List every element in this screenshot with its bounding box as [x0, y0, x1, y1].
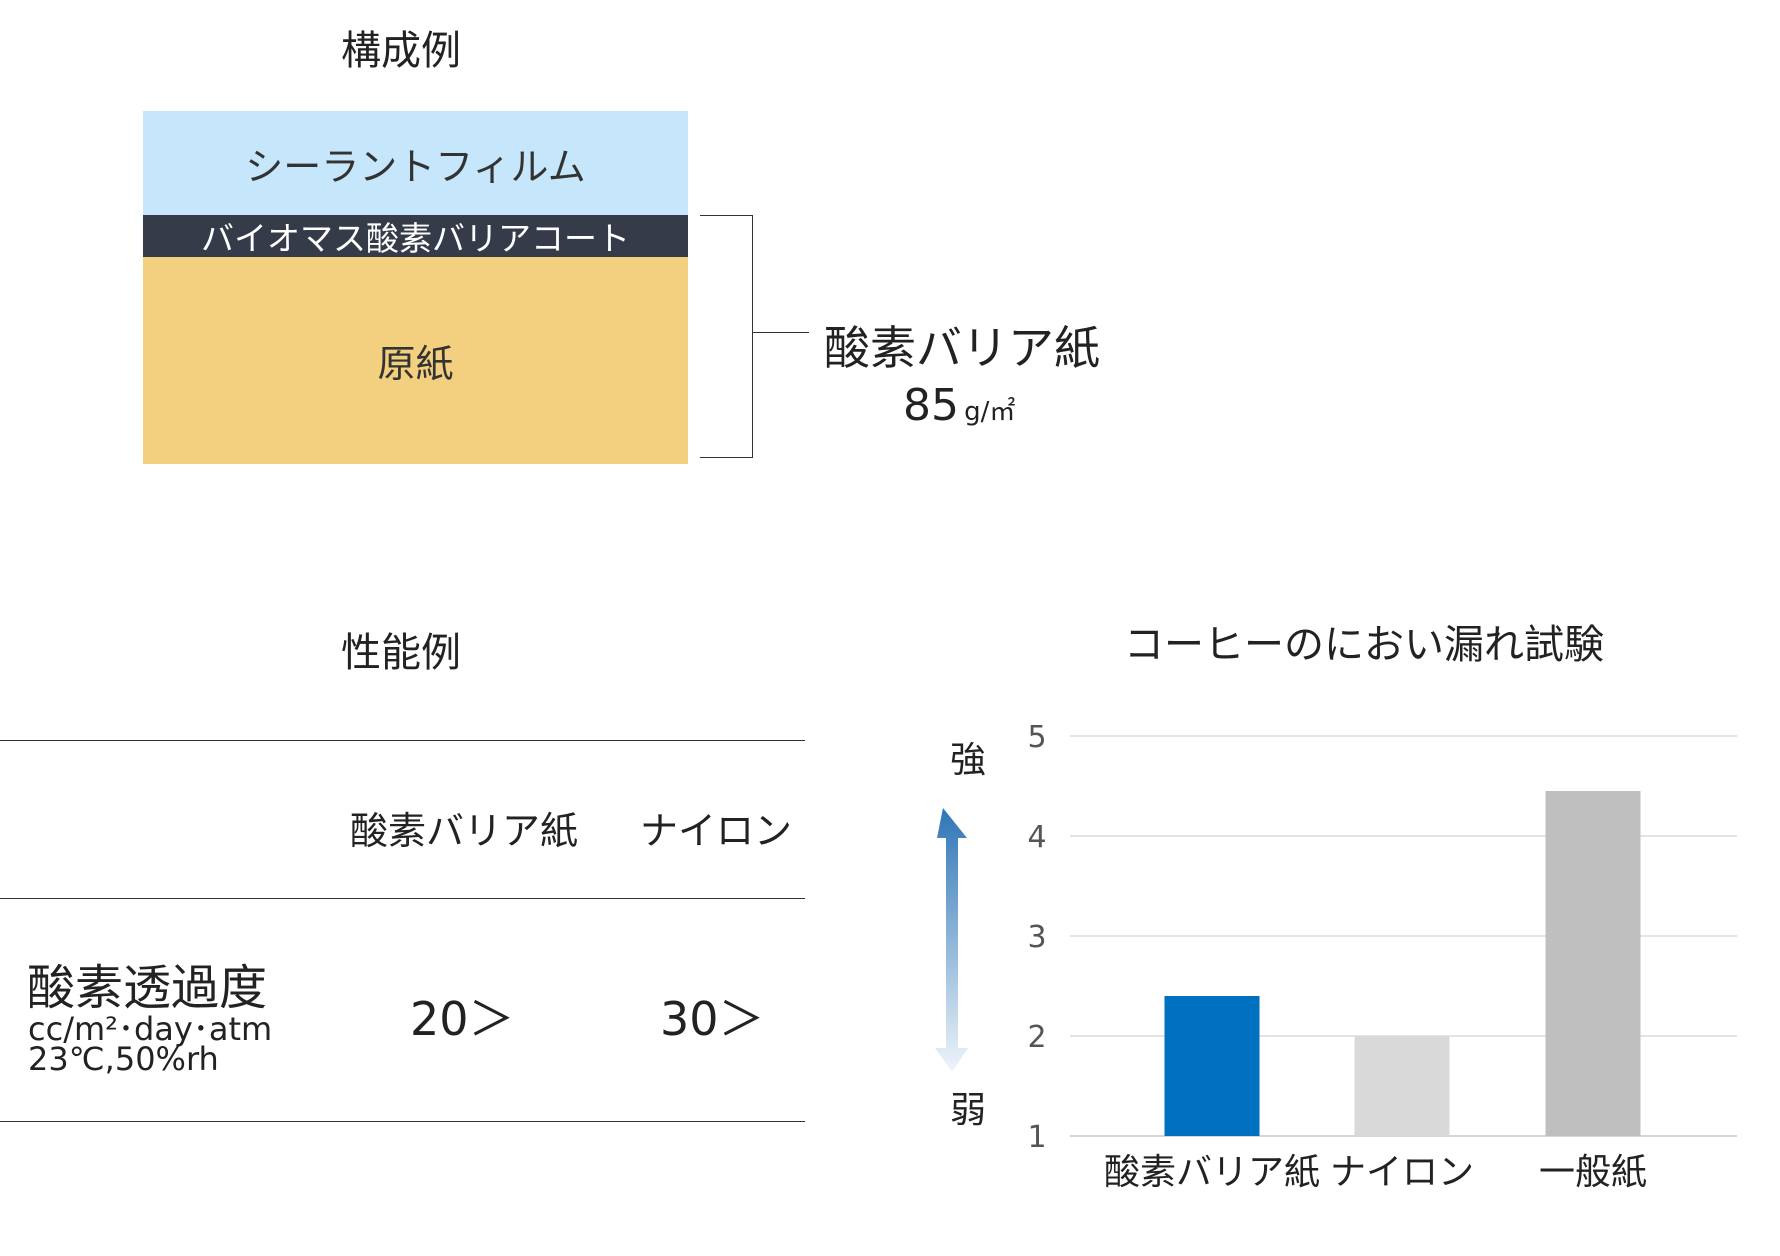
column-header-nylon: ナイロン [640, 809, 793, 853]
y-tick-label: 1 [1027, 1120, 1046, 1155]
layer-base-paper-label: 原紙 [377, 342, 454, 386]
layer-base-paper: 原紙 [143, 257, 688, 464]
y-tick-label: 2 [1027, 1020, 1046, 1055]
table-header-rule [0, 898, 805, 899]
x-tick-label: 一般紙 [1539, 1152, 1647, 1193]
composition-title: 構成例 [341, 28, 461, 74]
value-barrier-paper: 20＞ [410, 992, 515, 1046]
column-header-barrier-paper: 酸素バリア紙 [350, 809, 579, 853]
performance-title: 性能例 [341, 630, 461, 676]
row-unit: cc/m²･day･atm [28, 1010, 273, 1048]
scale-low-label: 弱 [950, 1090, 986, 1131]
bar [1354, 1036, 1450, 1136]
weight-value: 85 [903, 380, 959, 431]
row-label: 酸素透過度 [27, 960, 268, 1016]
table-bottom-rule [0, 1121, 805, 1122]
bracket-connector [753, 332, 809, 333]
row-condition: 23℃,50%rh [28, 1040, 219, 1078]
strength-arrow [935, 808, 968, 1072]
strength-arrow-shape [935, 808, 968, 1072]
product-weight: 85 g/㎡ [903, 380, 1015, 431]
layer-sealant-film-label: シーラントフィルム [245, 144, 586, 189]
product-name: 酸素バリア紙 [824, 321, 1100, 375]
layer-barrier-coat-label: バイオマス酸素バリアコート [201, 219, 630, 258]
x-tick-label: 酸素バリア紙 [1104, 1152, 1320, 1193]
layer-barrier-coat: バイオマス酸素バリアコート [143, 215, 688, 258]
layer-sealant-film: シーラントフィルム [143, 111, 688, 215]
y-tick-label: 5 [1027, 720, 1046, 755]
bar [1545, 791, 1641, 1136]
table-top-rule [0, 740, 805, 741]
x-tick-label: ナイロン [1330, 1152, 1474, 1193]
weight-unit: g/㎡ [964, 397, 1016, 427]
composition-bracket [700, 215, 753, 458]
y-tick-label: 4 [1027, 820, 1046, 855]
bar [1164, 996, 1260, 1136]
y-tick-label: 3 [1027, 920, 1046, 955]
value-nylon: 30＞ [660, 992, 765, 1046]
chart-title: コーヒーのにおい漏れ試験 [1124, 622, 1604, 668]
scale-high-label: 強 [950, 740, 986, 781]
